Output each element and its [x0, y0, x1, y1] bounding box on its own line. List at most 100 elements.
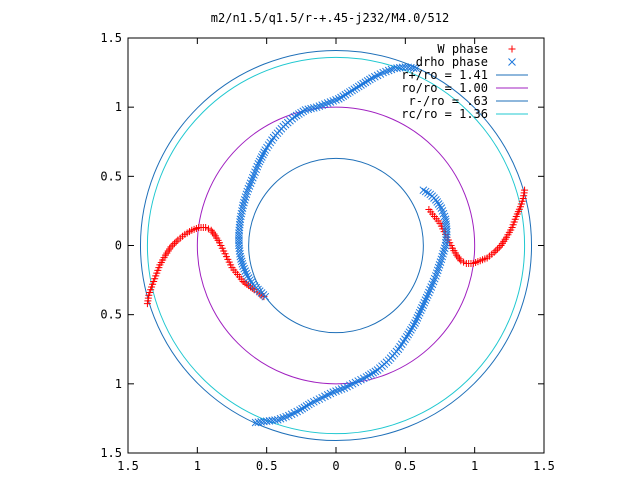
- drho-phase-point: [241, 193, 250, 201]
- drho-phase-point: [301, 106, 310, 114]
- legend-label: W phase: [437, 42, 488, 56]
- drho-phase-point: [321, 100, 329, 108]
- drho-phase-point: [426, 285, 434, 294]
- drho-phase-point: [365, 75, 374, 84]
- drho-phase-point: [246, 179, 255, 188]
- drho-phase-point: [411, 319, 419, 327]
- y-tick-label: 0: [115, 239, 122, 253]
- legend-label: r+/ro = 1.41: [401, 68, 488, 82]
- drho-phase-point: [396, 342, 404, 351]
- drho-phase-point: [423, 291, 432, 299]
- drho-phase-point: [259, 150, 267, 159]
- drho-phase-point: [429, 277, 438, 286]
- drho-phase-point: [261, 292, 270, 301]
- drho-phase-point: [292, 111, 301, 120]
- drho-phase-point: [404, 330, 412, 339]
- drho-phase-point: [409, 321, 418, 330]
- drho-phase-point: [251, 168, 259, 177]
- drho-phase-point: [357, 81, 365, 89]
- drho-phase-point: [245, 182, 254, 190]
- chart-title: m2/n1.5/q1.5/r-+.45-j232/M4.0/512: [211, 11, 449, 25]
- drho-phase-point: [431, 272, 440, 280]
- drho-phase-point: [337, 93, 345, 102]
- legend-label: rc/ro = 1.36: [401, 107, 488, 121]
- series-1: [235, 63, 451, 427]
- drho-phase-point: [384, 66, 393, 75]
- drho-phase-point: [439, 209, 448, 218]
- drho-phase-point: [243, 187, 252, 196]
- drho-phase-point: [318, 101, 326, 109]
- drho-phase-point: [260, 148, 268, 157]
- drho-phase-point: [352, 83, 361, 92]
- w-phase-point: [495, 243, 503, 251]
- drho-phase-point: [436, 258, 445, 266]
- drho-phase-point: [404, 63, 412, 72]
- drho-phase-point: [405, 328, 414, 337]
- drho-phase-point: [329, 388, 338, 396]
- drho-phase-point: [382, 67, 390, 76]
- drho-phase-point: [361, 78, 370, 87]
- drho-phase-point: [390, 64, 399, 73]
- drho-phase-point: [428, 280, 437, 289]
- circle-2: [248, 157, 424, 334]
- drho-phase-point: [282, 412, 290, 421]
- legend-label: r-/ro = .63: [409, 94, 488, 108]
- drho-phase-point: [367, 370, 375, 379]
- y-tick-label: 0.5: [100, 169, 122, 183]
- w-phase-point: [492, 247, 500, 255]
- y-tick-label: 0.5: [100, 308, 122, 322]
- drho-phase-point: [250, 171, 258, 179]
- drho-phase-point: [240, 264, 248, 273]
- drho-phase-point: [332, 387, 340, 395]
- w-phase-point: [494, 245, 502, 253]
- drho-phase-point: [276, 414, 285, 423]
- drho-phase-point: [362, 373, 371, 381]
- drho-phase-point: [253, 162, 262, 171]
- drho-phase-point: [240, 195, 249, 204]
- circles-layer: [139, 49, 533, 442]
- drho-phase-point: [363, 77, 372, 85]
- drho-phase-point: [441, 217, 450, 226]
- legend-label: ro/ro = 1.00: [401, 81, 488, 95]
- y-tick-label: 1.5: [100, 31, 122, 45]
- drho-phase-point: [394, 345, 403, 354]
- drho-phase-point: [407, 326, 415, 334]
- drho-phase-point: [294, 110, 303, 118]
- drho-phase-point: [343, 89, 352, 98]
- drho-phase-point: [252, 165, 260, 174]
- drho-phase-point: [440, 247, 448, 255]
- drho-phase-point: [427, 283, 436, 291]
- w-phase-point: [172, 238, 180, 246]
- drho-phase-point: [348, 86, 356, 95]
- drho-phase-point: [257, 153, 266, 161]
- x-tick-label: 1.5: [533, 459, 555, 473]
- drho-phase-point: [414, 311, 423, 320]
- x-tick-label: 0: [332, 459, 339, 473]
- legend-marker-key: [508, 58, 516, 66]
- drho-phase-point: [440, 212, 449, 221]
- x-tick-label: 1.5: [117, 459, 139, 473]
- legend-marker-key: [508, 45, 516, 53]
- drho-phase-point: [241, 267, 250, 275]
- w-phase-point: [167, 243, 175, 251]
- drho-phase-point: [255, 157, 264, 166]
- drho-phase-point: [433, 266, 442, 275]
- drho-phase-point: [434, 263, 443, 272]
- circle-1: [196, 106, 476, 385]
- drho-phase-point: [437, 255, 446, 264]
- drho-phase-point: [266, 138, 275, 147]
- drho-phase-point: [387, 65, 396, 74]
- drho-phase-point: [350, 85, 359, 94]
- drho-phase-point: [244, 184, 253, 193]
- circle-3: [146, 56, 526, 435]
- drho-phase-point: [298, 404, 307, 413]
- drho-phase-point: [432, 269, 441, 278]
- drho-phase-point: [297, 108, 305, 117]
- drho-phase-point: [302, 402, 311, 410]
- drho-phase-point: [421, 296, 430, 304]
- ticks-layer: 1.5 1 0.5 0 0.5 1 1.51.510.500.511.5: [100, 31, 555, 473]
- drho-phase-point: [238, 259, 247, 268]
- drho-phase-point: [439, 249, 447, 258]
- drho-phase-point: [248, 173, 257, 182]
- drho-phase-point: [247, 176, 256, 185]
